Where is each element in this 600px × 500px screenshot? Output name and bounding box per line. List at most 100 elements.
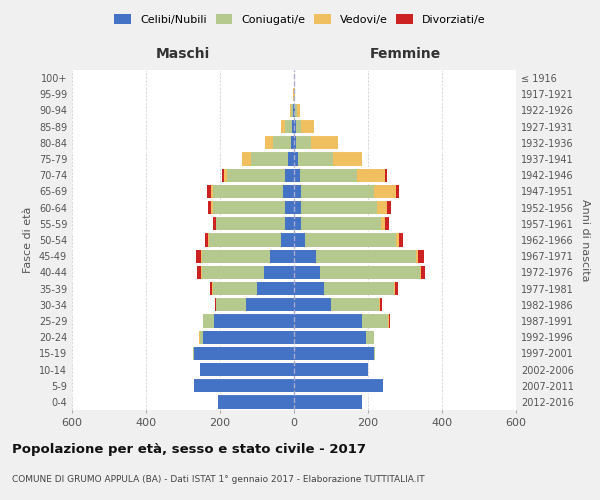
Legend: Celibi/Nubili, Coniugati/e, Vedovi/e, Divorziati/e: Celibi/Nubili, Coniugati/e, Vedovi/e, Di… <box>111 10 489 28</box>
Bar <box>222 168 224 182</box>
Bar <box>285 201 294 214</box>
Bar <box>294 120 296 134</box>
Text: Popolazione per età, sesso e stato civile - 2017: Popolazione per età, sesso e stato civil… <box>12 442 366 456</box>
Bar <box>294 363 368 376</box>
Bar <box>212 282 257 295</box>
Bar <box>294 346 374 360</box>
Bar <box>265 136 272 149</box>
Bar <box>194 379 294 392</box>
Bar <box>251 152 289 166</box>
Bar <box>257 282 294 295</box>
Bar <box>294 152 298 166</box>
Bar <box>301 120 314 134</box>
Bar <box>227 168 285 182</box>
Bar <box>217 217 285 230</box>
Bar <box>333 152 362 166</box>
Bar <box>292 104 293 117</box>
Bar <box>296 120 301 134</box>
Bar <box>202 250 270 263</box>
Bar <box>285 168 294 182</box>
Bar <box>294 266 320 279</box>
Bar <box>196 250 201 263</box>
Bar <box>294 104 295 117</box>
Bar <box>301 217 381 230</box>
Bar <box>203 330 294 344</box>
Bar <box>301 185 374 198</box>
Bar <box>202 266 265 279</box>
Bar <box>289 152 294 166</box>
Bar <box>374 185 396 198</box>
Bar <box>420 266 421 279</box>
Bar <box>311 136 338 149</box>
Bar <box>208 234 209 246</box>
Bar <box>298 152 333 166</box>
Bar <box>294 379 383 392</box>
Bar <box>294 282 323 295</box>
Text: COMUNE DI GRUMO APPULA (BA) - Dati ISTAT 1° gennaio 2017 - Elaborazione TUTTITAL: COMUNE DI GRUMO APPULA (BA) - Dati ISTAT… <box>12 476 425 484</box>
Bar <box>295 104 296 117</box>
Bar <box>212 201 285 214</box>
Bar <box>399 234 403 246</box>
Bar <box>208 201 211 214</box>
Bar <box>200 363 294 376</box>
Bar <box>296 136 311 149</box>
Bar <box>294 330 366 344</box>
Bar <box>209 234 281 246</box>
Bar <box>285 120 292 134</box>
Bar <box>296 104 299 117</box>
Bar <box>242 152 251 166</box>
Bar <box>291 136 294 149</box>
Bar <box>323 282 394 295</box>
Bar <box>200 330 203 344</box>
Text: Femmine: Femmine <box>370 47 440 61</box>
Bar <box>201 266 202 279</box>
Bar <box>299 168 357 182</box>
Bar <box>418 250 424 263</box>
Bar <box>366 330 374 344</box>
Bar <box>203 314 214 328</box>
Bar <box>292 120 294 134</box>
Bar <box>316 250 416 263</box>
Bar <box>301 201 377 214</box>
Bar <box>265 266 294 279</box>
Bar <box>214 314 294 328</box>
Bar <box>385 217 389 230</box>
Bar <box>357 168 385 182</box>
Bar <box>386 201 391 214</box>
Y-axis label: Fasce di età: Fasce di età <box>23 207 33 273</box>
Bar <box>215 298 216 312</box>
Bar <box>294 201 301 214</box>
Bar <box>211 201 212 214</box>
Y-axis label: Anni di nascita: Anni di nascita <box>580 198 590 281</box>
Bar <box>362 314 388 328</box>
Bar <box>212 185 283 198</box>
Text: Maschi: Maschi <box>156 47 210 61</box>
Bar <box>377 201 386 214</box>
Bar <box>281 120 285 134</box>
Bar <box>212 217 215 230</box>
Bar <box>294 217 301 230</box>
Bar <box>380 298 382 312</box>
Bar <box>290 104 292 117</box>
Bar <box>294 314 362 328</box>
Bar <box>395 282 398 295</box>
Bar <box>270 250 294 263</box>
Bar <box>320 266 420 279</box>
Bar <box>294 88 295 101</box>
Bar <box>396 185 400 198</box>
Bar <box>218 396 294 408</box>
Bar <box>389 314 390 328</box>
Bar <box>374 346 376 360</box>
Bar <box>416 250 418 263</box>
Bar <box>272 136 291 149</box>
Bar <box>215 217 217 230</box>
Bar <box>217 298 246 312</box>
Bar <box>394 282 395 295</box>
Bar <box>305 234 396 246</box>
Bar <box>388 314 389 328</box>
Bar <box>294 136 296 149</box>
Bar <box>294 168 299 182</box>
Bar <box>246 298 294 312</box>
Bar <box>294 250 316 263</box>
Bar <box>193 346 194 360</box>
